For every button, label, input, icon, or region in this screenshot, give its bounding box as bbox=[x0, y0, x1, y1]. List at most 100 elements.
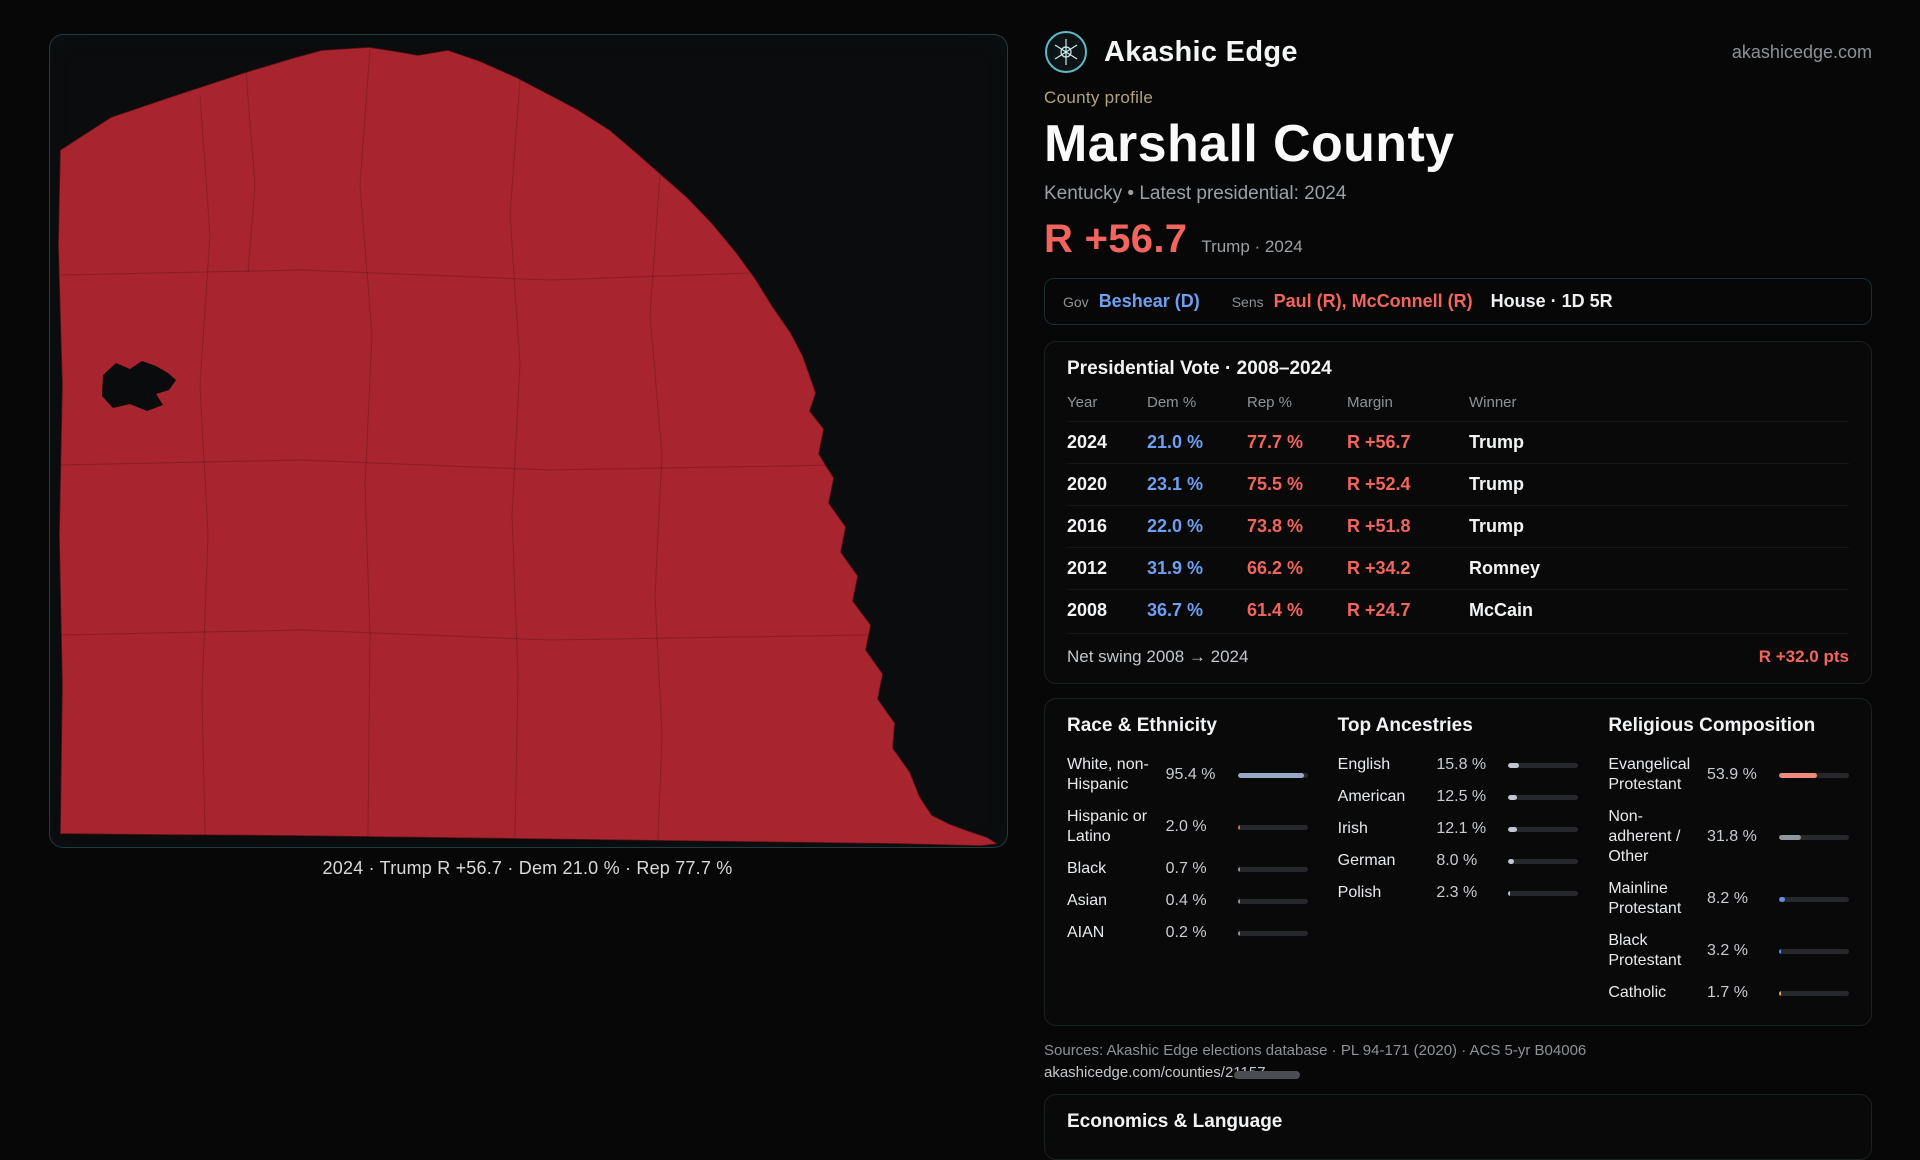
demo-bar bbox=[1237, 824, 1308, 830]
religious-composition-column: Religious Composition Evangelical Protes… bbox=[1608, 715, 1849, 1009]
demo-label: Catholic bbox=[1608, 984, 1667, 1002]
brand-domain-link[interactable]: akashicedge.com bbox=[1731, 41, 1872, 62]
net-swing-label: Net swing 2008 → 2024 bbox=[1067, 647, 1249, 667]
cell-dem: 36.7 % bbox=[1147, 600, 1204, 621]
table-row: 2020 23.1 % 75.5 % R +52.4 Trump bbox=[1067, 463, 1849, 505]
demo-row: Hispanic or Latino 2.0 % bbox=[1067, 801, 1308, 853]
demo-value: 12.1 % bbox=[1436, 820, 1487, 838]
table-row: 2016 22.0 % 73.8 % R +51.8 Trump bbox=[1067, 505, 1849, 547]
demo-bar bbox=[1237, 930, 1308, 936]
cell-rep: 75.5 % bbox=[1247, 474, 1304, 495]
demo-row: Non-adherent / Other 31.8 % bbox=[1608, 801, 1849, 873]
demo-bar bbox=[1779, 990, 1849, 996]
demo-bar bbox=[1508, 858, 1579, 864]
col-year: Year bbox=[1067, 394, 1098, 412]
cell-rep: 66.2 % bbox=[1247, 558, 1304, 579]
headline-margin-row: R +56.7 Trump · 2024 bbox=[1044, 217, 1872, 262]
demo-label: American bbox=[1337, 788, 1406, 806]
demo-value: 0.4 % bbox=[1165, 892, 1207, 910]
demo-value: 8.2 % bbox=[1707, 890, 1748, 908]
cell-rep: 61.4 % bbox=[1247, 600, 1304, 621]
senators-names: Paul (R), McConnell (R) bbox=[1273, 291, 1473, 312]
col-rep: Rep % bbox=[1247, 394, 1293, 412]
cell-winner: Trump bbox=[1469, 474, 1525, 495]
demo-value: 95.4 % bbox=[1165, 766, 1216, 784]
cell-margin: R +52.4 bbox=[1347, 474, 1411, 495]
demo-bar bbox=[1508, 826, 1579, 832]
demo-value: 2.3 % bbox=[1436, 884, 1478, 902]
cell-dem: 21.0 % bbox=[1147, 432, 1204, 453]
cell-year: 2024 bbox=[1067, 432, 1108, 453]
demo-value: 2.0 % bbox=[1165, 818, 1207, 836]
cell-year: 2012 bbox=[1067, 558, 1108, 579]
table-row: 2012 31.9 % 66.2 % R +34.2 Romney bbox=[1067, 547, 1849, 589]
vote-table-header: Year Dem % Rep % Margin Winner bbox=[1067, 390, 1849, 421]
demo-row: English 15.8 % bbox=[1338, 749, 1579, 781]
demo-row: Catholic 1.7 % bbox=[1608, 977, 1849, 1009]
cell-margin: R +34.2 bbox=[1347, 558, 1411, 579]
demo-row: AIAN 0.2 % bbox=[1067, 917, 1308, 949]
presidential-vote-panel: Presidential Vote · 2008–2024 Year Dem %… bbox=[1044, 341, 1872, 685]
county-permalink[interactable]: akashicedge.com/counties/21157 bbox=[1044, 1063, 1266, 1081]
demo-row: Evangelical Protestant 53.9 % bbox=[1608, 749, 1849, 801]
county-map-panel bbox=[49, 34, 1008, 848]
cell-dem: 22.0 % bbox=[1147, 516, 1204, 537]
sens-label: Sens bbox=[1231, 293, 1264, 310]
brand-name: Akashic Edge bbox=[1104, 35, 1298, 68]
cell-rep: 73.8 % bbox=[1247, 516, 1304, 537]
demo-value: 3.2 % bbox=[1707, 942, 1748, 960]
race-title: Race & Ethnicity bbox=[1067, 715, 1217, 737]
cell-dem: 31.9 % bbox=[1147, 558, 1204, 579]
headline-margin-note: Trump · 2024 bbox=[1201, 237, 1303, 257]
cell-winner: Romney bbox=[1469, 558, 1541, 579]
governor-name: Beshear (D) bbox=[1098, 291, 1200, 312]
col-margin: Margin bbox=[1347, 394, 1393, 412]
cell-margin: R +56.7 bbox=[1347, 432, 1411, 453]
house-delegation: House · 1D 5R bbox=[1490, 291, 1613, 312]
county-map bbox=[57, 46, 1001, 847]
headline-margin: R +56.7 bbox=[1044, 217, 1188, 262]
demo-value: 8.0 % bbox=[1436, 852, 1478, 870]
demo-value: 1.7 % bbox=[1707, 984, 1748, 1002]
cell-rep: 77.7 % bbox=[1247, 432, 1304, 453]
table-row: 2024 21.0 % 77.7 % R +56.7 Trump bbox=[1067, 421, 1849, 463]
demo-value: 53.9 % bbox=[1707, 766, 1757, 784]
vote-panel-title: Presidential Vote · 2008–2024 bbox=[1067, 358, 1332, 380]
net-swing-row: Net swing 2008 → 2024 R +32.0 pts bbox=[1067, 633, 1849, 667]
ancestry-title: Top Ancestries bbox=[1337, 715, 1473, 737]
kicker-county-profile: County profile bbox=[1044, 88, 1154, 107]
economics-panel-title: Economics & Language bbox=[1067, 1110, 1283, 1132]
demo-bar bbox=[1508, 794, 1579, 800]
demo-label: German bbox=[1337, 852, 1396, 870]
cell-margin: R +51.8 bbox=[1347, 516, 1411, 537]
demo-row: White, non-Hispanic 95.4 % bbox=[1067, 749, 1308, 801]
demo-row: German 8.0 % bbox=[1338, 845, 1579, 877]
county-internal-boundaries bbox=[59, 48, 869, 841]
demo-row: Black 0.7 % bbox=[1067, 853, 1308, 885]
demo-label: Irish bbox=[1337, 820, 1368, 838]
demo-row: Irish 12.1 % bbox=[1338, 813, 1579, 845]
page-subtitle: Kentucky • Latest presidential: 2024 bbox=[1044, 183, 1347, 205]
net-swing-value: R +32.0 pts bbox=[1758, 647, 1849, 667]
demo-label: English bbox=[1337, 756, 1391, 774]
demo-row: Asian 0.4 % bbox=[1067, 885, 1308, 917]
cell-year: 2016 bbox=[1067, 516, 1108, 537]
cell-winner: Trump bbox=[1469, 432, 1525, 453]
lake-cutout bbox=[102, 361, 176, 411]
county-profile-panel: Akashic Edge akashicedge.com County prof… bbox=[1044, 30, 1872, 1160]
demo-label: Mainline Protestant bbox=[1608, 880, 1682, 918]
demo-bar bbox=[1508, 762, 1579, 768]
cell-winner: McCain bbox=[1469, 600, 1534, 621]
demo-row: Polish 2.3 % bbox=[1338, 877, 1579, 909]
scrollbar-thumb[interactable] bbox=[1234, 1071, 1300, 1079]
gov-label: Gov bbox=[1063, 293, 1089, 310]
demo-bar bbox=[1779, 948, 1849, 954]
demo-label: Evangelical Protestant bbox=[1608, 756, 1691, 794]
religion-title: Religious Composition bbox=[1608, 715, 1816, 737]
race-ethnicity-column: Race & Ethnicity White, non-Hispanic 95.… bbox=[1067, 715, 1308, 1009]
demo-bar bbox=[1237, 898, 1308, 904]
sources-note: Sources: Akashic Edge elections database… bbox=[1044, 1040, 1872, 1084]
app-header: Akashic Edge akashicedge.com bbox=[1044, 30, 1872, 74]
demo-row: Mainline Protestant 8.2 % bbox=[1608, 873, 1849, 925]
county-shape[interactable] bbox=[57, 46, 1001, 847]
